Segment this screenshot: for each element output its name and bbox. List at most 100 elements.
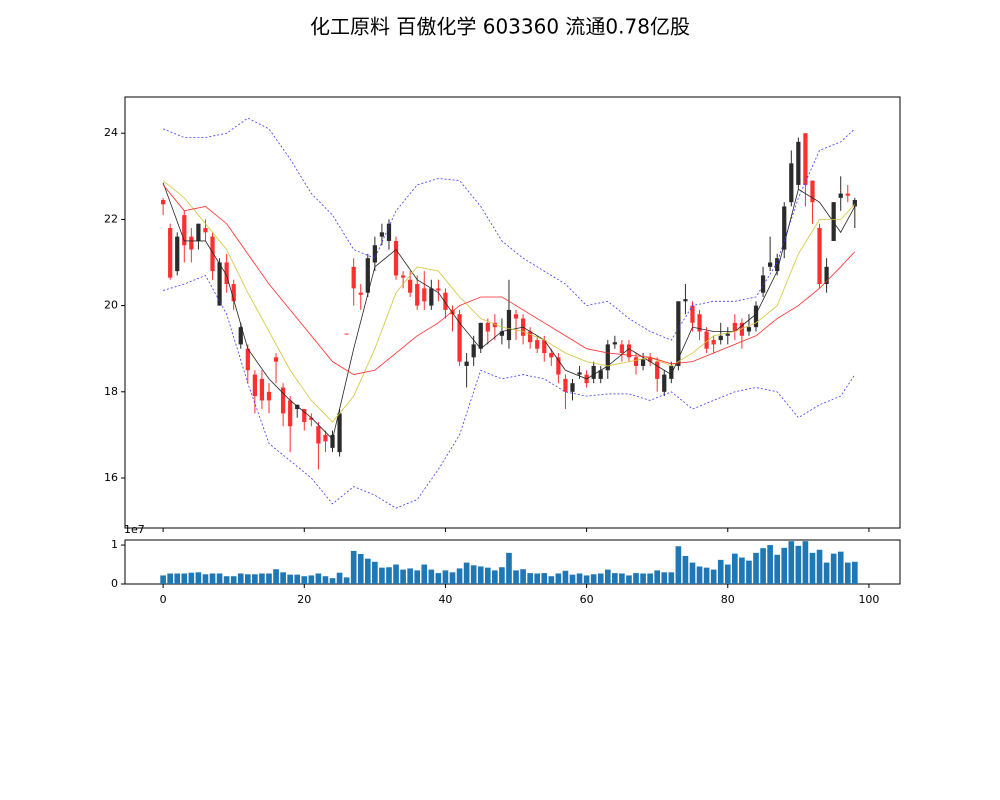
volume-bar bbox=[668, 572, 675, 584]
volume-bar bbox=[675, 546, 682, 584]
candle-body bbox=[386, 223, 392, 241]
candle-body bbox=[436, 288, 441, 291]
volume-bar bbox=[604, 569, 611, 584]
volume-bar bbox=[343, 577, 350, 584]
volume-bar bbox=[379, 567, 385, 584]
candle-body bbox=[768, 262, 773, 267]
volume-bar bbox=[456, 568, 463, 584]
volume-bar bbox=[386, 567, 392, 584]
candle-body bbox=[400, 275, 406, 278]
volume-bar bbox=[703, 567, 710, 584]
candle-body bbox=[337, 413, 342, 453]
x-tick-label: 20 bbox=[297, 593, 311, 606]
candle-body bbox=[838, 193, 843, 198]
candle-body bbox=[224, 262, 229, 285]
volume-bar bbox=[654, 570, 661, 584]
volume-bar bbox=[372, 561, 378, 584]
x-tick-label: 80 bbox=[721, 593, 735, 606]
volume-bar bbox=[230, 576, 237, 584]
candle-body bbox=[676, 301, 681, 366]
volume-bar bbox=[350, 550, 357, 584]
candle-body bbox=[528, 331, 533, 343]
candle-body bbox=[273, 357, 279, 362]
candle-body bbox=[626, 344, 632, 358]
candle-body bbox=[471, 344, 476, 358]
volume-bar bbox=[329, 578, 336, 584]
candle-body bbox=[711, 340, 716, 345]
volume-bar bbox=[837, 551, 844, 584]
candle-body bbox=[803, 133, 808, 185]
volume-bar bbox=[583, 575, 590, 584]
volume-bar bbox=[499, 567, 505, 584]
candle-body bbox=[231, 284, 236, 302]
volume-bar bbox=[541, 573, 548, 584]
candle-body bbox=[365, 258, 370, 293]
candle-body bbox=[252, 374, 257, 397]
candle-body bbox=[443, 292, 448, 310]
candle-body bbox=[789, 163, 794, 203]
y-tick-label: 24 bbox=[104, 126, 118, 139]
volume-bar bbox=[844, 562, 851, 584]
volume-bar bbox=[612, 573, 618, 584]
candle-body bbox=[189, 236, 194, 250]
volume-bar bbox=[421, 564, 428, 584]
volume-bar bbox=[364, 558, 371, 584]
volume-bar bbox=[301, 576, 308, 584]
candle-body bbox=[506, 309, 512, 341]
candle-body bbox=[760, 275, 766, 293]
volume-bar bbox=[513, 570, 519, 584]
candle-body bbox=[175, 236, 180, 272]
candle-body bbox=[485, 322, 490, 332]
candle-body bbox=[563, 378, 568, 392]
volume-bar bbox=[562, 570, 569, 584]
volume-bar bbox=[414, 570, 421, 584]
volume-bar bbox=[753, 552, 759, 584]
volume-bar bbox=[174, 573, 181, 584]
volume-bar bbox=[809, 552, 816, 584]
candle-body bbox=[683, 299, 688, 302]
candle-body bbox=[302, 409, 307, 422]
candle-body bbox=[415, 284, 420, 306]
volume-bar bbox=[830, 553, 837, 584]
volume-bar bbox=[492, 570, 498, 584]
volume-bar bbox=[739, 557, 745, 584]
candle-body bbox=[160, 200, 166, 205]
candle-body bbox=[168, 228, 173, 278]
candle-body bbox=[753, 305, 759, 328]
candle-body bbox=[238, 327, 243, 345]
candle-body bbox=[648, 357, 653, 362]
candle-body bbox=[746, 327, 752, 332]
volume-bar bbox=[407, 568, 413, 584]
volume-bar bbox=[393, 564, 399, 584]
volume-bar bbox=[767, 545, 773, 584]
candle-body bbox=[796, 141, 801, 185]
candle-body bbox=[295, 404, 300, 410]
candle-body bbox=[725, 333, 730, 336]
volume-bar bbox=[647, 573, 653, 584]
volume-bar bbox=[188, 572, 195, 584]
candle-body bbox=[655, 361, 660, 379]
y-tick-label: 0 bbox=[111, 577, 118, 590]
candle-body bbox=[196, 223, 201, 241]
candle-body bbox=[577, 372, 582, 375]
candle-body bbox=[422, 288, 427, 302]
candle-body bbox=[810, 180, 815, 203]
volume-bar bbox=[442, 570, 449, 584]
candle-body bbox=[556, 357, 561, 375]
candle-body bbox=[845, 193, 850, 196]
volume-bar bbox=[470, 565, 477, 584]
volume-bar bbox=[710, 569, 717, 584]
volume-bar bbox=[280, 572, 286, 584]
candle-body bbox=[245, 348, 250, 371]
candle-body bbox=[358, 292, 363, 295]
volume-bar bbox=[619, 573, 625, 584]
volume-bar bbox=[823, 562, 830, 584]
candle-body bbox=[817, 228, 822, 285]
volume-bar bbox=[160, 575, 166, 584]
y-tick-label: 22 bbox=[104, 212, 118, 225]
price-axes bbox=[124, 96, 901, 529]
indicator-line bbox=[162, 180, 856, 423]
indicator-line bbox=[162, 274, 856, 509]
candle-body bbox=[492, 322, 497, 328]
